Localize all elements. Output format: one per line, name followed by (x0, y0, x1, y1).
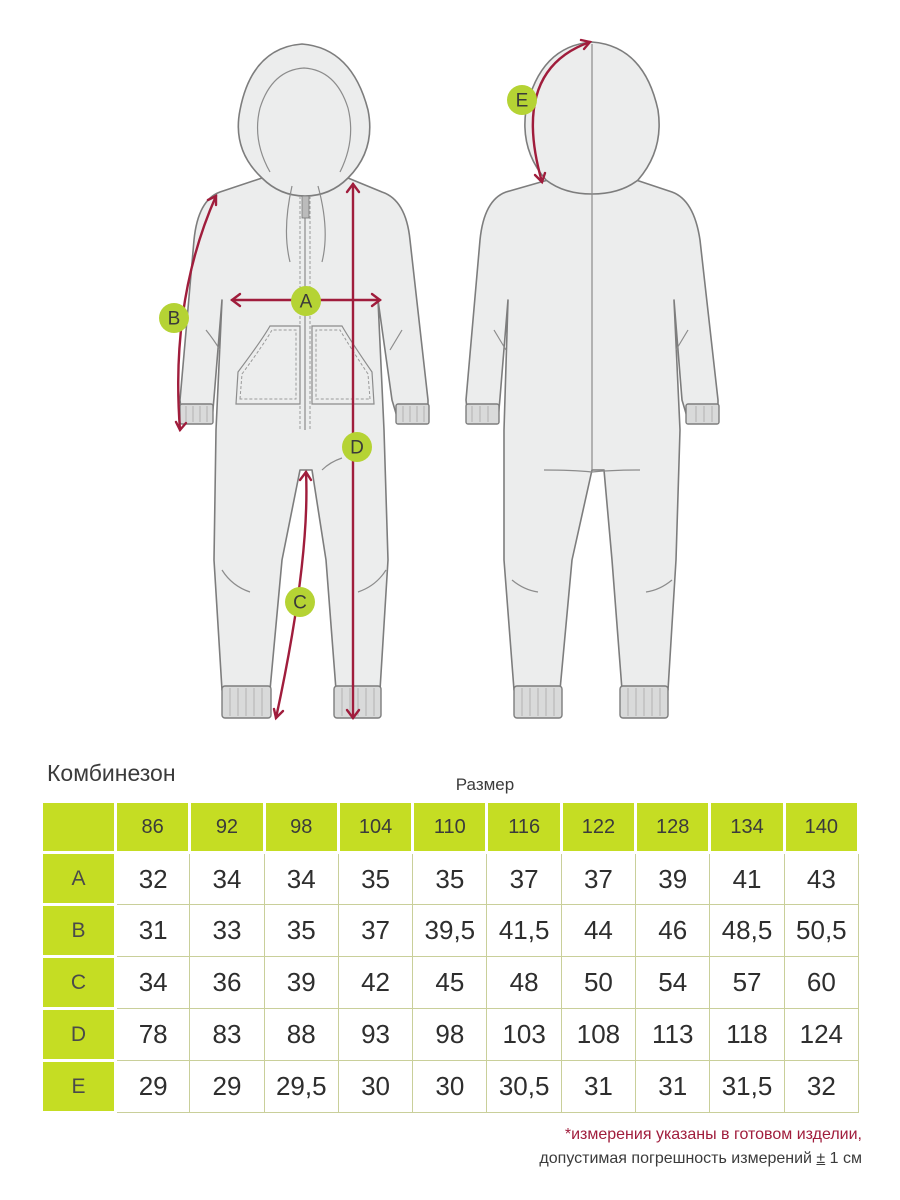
measure-line-b (177, 194, 218, 432)
measurement-cell: 30,5 (486, 1060, 562, 1113)
measurement-cell: 48 (486, 956, 562, 1009)
measurement-cell: 32 (783, 1060, 860, 1113)
plus-minus-sign: ± (816, 1150, 826, 1167)
measurement-cell: 32 (114, 852, 191, 905)
measurement-cell: 98 (412, 1008, 488, 1061)
marker-c-label: C (293, 593, 307, 614)
marker-a-label: A (300, 292, 313, 313)
measurement-cell: 88 (263, 1008, 339, 1061)
table-row: D 78 83 88 93 98 103 108 113 118 124 (40, 1007, 860, 1062)
marker-d: D (342, 432, 372, 462)
measurement-cell: 29,5 (263, 1060, 339, 1113)
measurement-cell: 34 (114, 956, 191, 1009)
measurement-cell: 31,5 (709, 1060, 785, 1113)
measurement-cell: 31 (560, 1060, 637, 1113)
measurement-cell: 35 (412, 852, 488, 905)
size-header-row: 86 92 98 104 110 116 122 128 134 140 (40, 800, 861, 854)
measurement-cell: 43 (783, 852, 860, 905)
measurement-cell: 30 (337, 1060, 414, 1113)
size-header-cell: 122 (559, 800, 638, 854)
row-label-cell: E (40, 1059, 117, 1114)
marker-c: C (285, 587, 315, 617)
measurement-cell: 37 (560, 852, 637, 905)
measurement-cell: 39 (263, 956, 339, 1009)
measurement-cell: 118 (709, 1008, 785, 1061)
measure-line-c (274, 470, 308, 720)
measurement-cell: 50,5 (783, 904, 860, 957)
table-row: C 34 36 39 42 45 48 50 54 57 60 (40, 955, 860, 1010)
note-line-2-prefix: допустимая погрешность измерений (539, 1150, 817, 1167)
front-view (179, 43, 430, 719)
measurement-cell: 34 (263, 852, 339, 905)
measurement-cell: 29 (114, 1060, 191, 1113)
size-header-cell: 98 (262, 800, 340, 854)
page-title: Комбинезон (47, 760, 176, 786)
measurement-cell: 37 (337, 904, 414, 957)
row-label-cell: C (40, 955, 117, 1010)
measurement-cell: 93 (337, 1008, 414, 1061)
measurement-cell: 45 (412, 956, 488, 1009)
measurement-cell: 57 (709, 956, 785, 1009)
measurement-cell: 60 (783, 956, 860, 1009)
size-header-cell: 134 (708, 800, 786, 854)
size-header-cell: 86 (113, 800, 192, 854)
measurement-cell: 42 (337, 956, 414, 1009)
measurement-cell: 31 (114, 904, 191, 957)
measurement-cell: 83 (189, 1008, 265, 1061)
marker-d-label: D (350, 438, 364, 459)
measurement-cell: 35 (337, 852, 414, 905)
measurement-cell: 35 (263, 904, 339, 957)
size-table-body: A 32 34 34 35 35 37 37 39 41 43 B 31 33 35 37 39,5 41,5 44… (40, 851, 860, 1114)
size-header-cell: 128 (634, 800, 712, 854)
measurement-cell: 44 (560, 904, 637, 957)
measurement-cell: 36 (189, 956, 265, 1009)
measurement-cell: 124 (783, 1008, 860, 1061)
size-header-cell: 92 (188, 800, 266, 854)
size-header-cell: 110 (411, 800, 489, 854)
table-corner-cell (40, 800, 117, 854)
measurement-cell: 46 (635, 904, 711, 957)
size-table: 86 92 98 104 110 116 122 128 134 140 A 32 34 34 35 35 3… (40, 800, 861, 1114)
measurement-cell: 30 (412, 1060, 488, 1113)
marker-a: A (291, 286, 321, 316)
table-row: A 32 34 34 35 35 37 37 39 41 43 (40, 851, 860, 906)
marker-b-label: B (168, 309, 181, 330)
measurement-cell: 54 (635, 956, 711, 1009)
marker-b: B (159, 303, 189, 333)
measurement-cell: 39,5 (412, 904, 488, 957)
measurement-cell: 108 (560, 1008, 637, 1061)
size-header-cell: 140 (782, 800, 861, 854)
note-line-2: допустимая погрешность измерений ± 1 см (539, 1147, 862, 1171)
size-header-cell: 104 (336, 800, 415, 854)
back-view (465, 41, 720, 719)
measurement-cell: 103 (486, 1008, 562, 1061)
measurement-cell: 39 (635, 852, 711, 905)
marker-e: E (507, 85, 537, 115)
measurement-cell: 78 (114, 1008, 191, 1061)
measurement-cell: 41 (709, 852, 785, 905)
measurement-cell: 31 (635, 1060, 711, 1113)
row-label-cell: B (40, 903, 117, 958)
measurement-cell: 29 (189, 1060, 265, 1113)
measurement-cell: 37 (486, 852, 562, 905)
measurement-cell: 34 (189, 852, 265, 905)
marker-e-label: E (516, 91, 529, 112)
size-header-cell: 116 (485, 800, 563, 854)
row-label-cell: A (40, 851, 117, 906)
garment-illustration: A B C D E (159, 38, 720, 721)
note-line-2-suffix: 1 см (825, 1150, 862, 1167)
table-row: B 31 33 35 37 39,5 41,5 44 46 48,5 50,5 (40, 903, 860, 958)
measurement-note: *измерения указаны в готовом изделии, до… (539, 1123, 862, 1171)
note-line-1: *измерения указаны в готовом изделии, (564, 1126, 862, 1143)
measurement-cell: 33 (189, 904, 265, 957)
measurement-cell: 41,5 (486, 904, 562, 957)
measure-line-e (531, 40, 592, 184)
measurement-cell: 50 (560, 956, 637, 1009)
size-caption: Размер (455, 775, 515, 794)
measurement-cell: 48,5 (709, 904, 785, 957)
row-label-cell: D (40, 1007, 117, 1062)
table-row: E 29 29 29,5 30 30 30,5 31 31 31,5 32 (40, 1059, 860, 1114)
measurement-cell: 113 (635, 1008, 711, 1061)
